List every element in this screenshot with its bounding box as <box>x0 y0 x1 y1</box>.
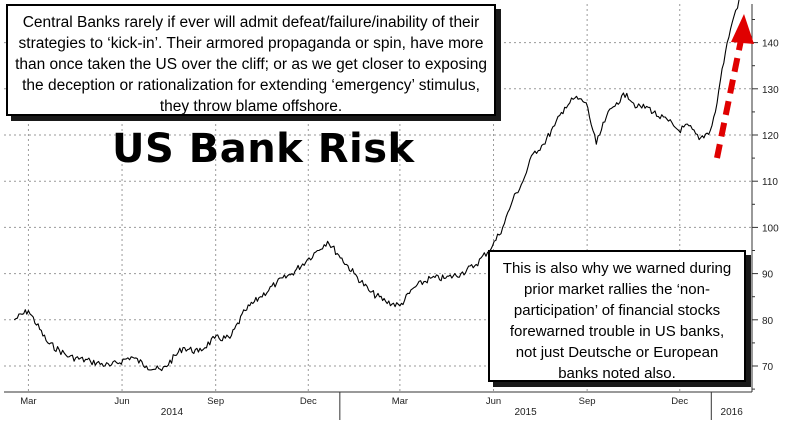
y-tick-label: 80 <box>762 316 774 327</box>
x-tick-label: Jun <box>486 396 501 407</box>
series-line <box>13 0 740 372</box>
y-tick-label: 120 <box>762 131 779 142</box>
arrow-head <box>731 14 754 44</box>
chart-title: US Bank Risk <box>112 126 415 172</box>
x-tick-label: Mar <box>20 396 36 407</box>
year-label: 2014 <box>161 407 184 418</box>
y-tick-label: 100 <box>762 223 779 234</box>
callout-central-banks-text: Central Banks rarely if ever will admit … <box>15 14 487 115</box>
y-tick-label: 110 <box>762 177 778 188</box>
x-tick-label: Jun <box>114 396 129 407</box>
plot-area <box>13 0 740 372</box>
x-tick-label: Mar <box>392 396 408 407</box>
x-tick-label: Dec <box>300 396 317 407</box>
callout-non-participation-text: This is also why we warned during prior … <box>502 260 732 382</box>
trend-arrow <box>714 14 754 159</box>
x-tick-label: Dec <box>671 396 688 407</box>
axes: 70 80 90 100 110 120 130 140 Mar Jun Sep Dec Mar Jun S… <box>4 4 779 420</box>
y-tick-label: 140 <box>762 39 779 50</box>
y-tick-label: 90 <box>762 270 774 281</box>
y-tick-label: 70 <box>762 362 774 373</box>
x-tick-label: Sep <box>207 396 224 407</box>
year-label: 2016 <box>721 407 744 418</box>
x-tick-label: Sep <box>579 396 596 407</box>
callout-non-participation: This is also why we warned during prior … <box>488 250 746 382</box>
y-tick-label: 130 <box>762 85 779 96</box>
callout-central-banks: Central Banks rarely if ever will admit … <box>6 4 496 116</box>
year-label: 2015 <box>514 407 537 418</box>
arrow-shaft <box>714 39 744 159</box>
